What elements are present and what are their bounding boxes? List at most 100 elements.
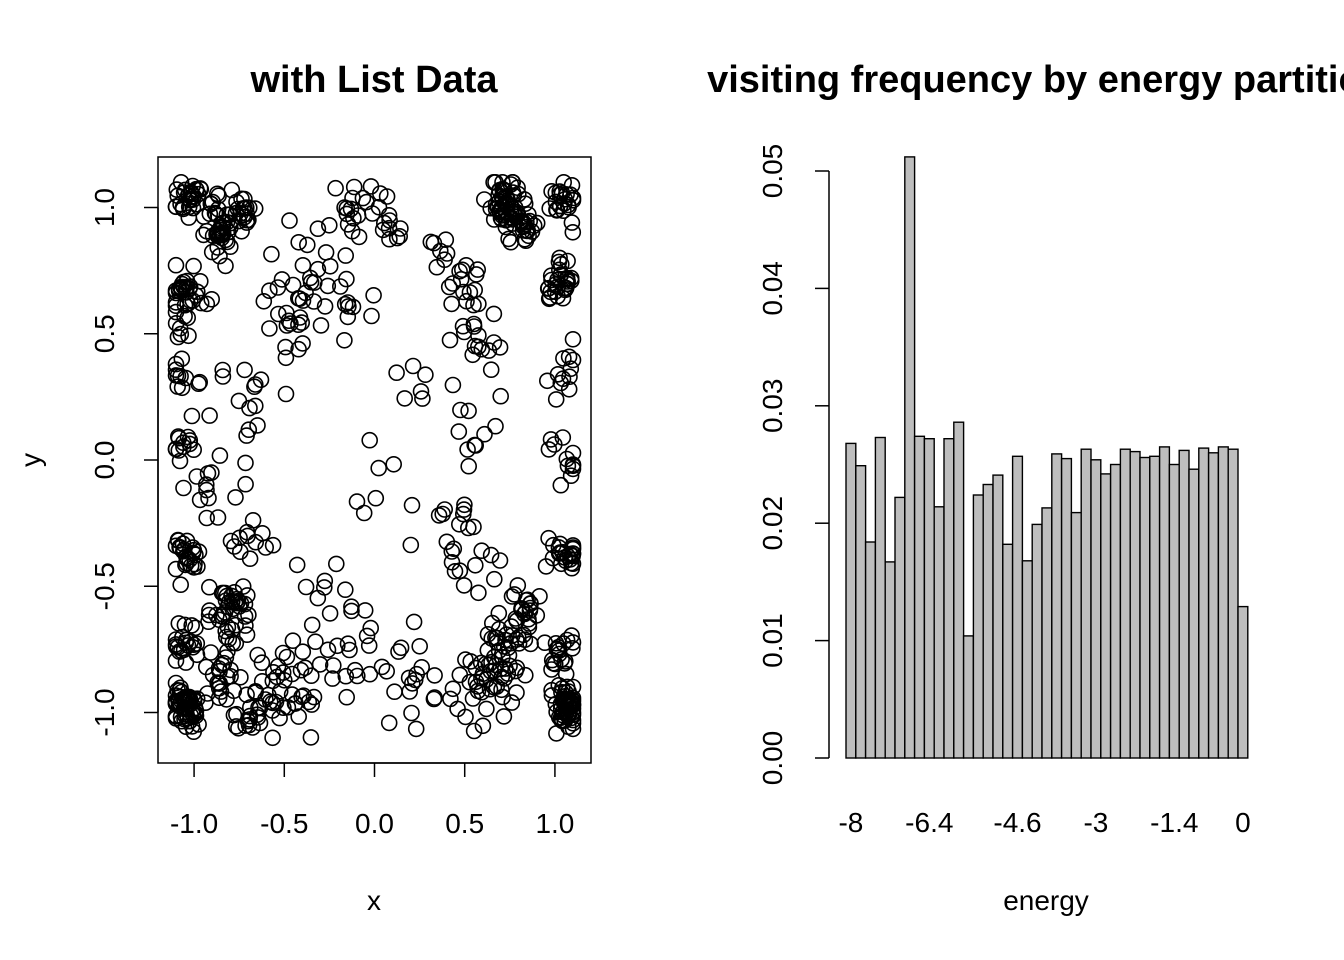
- scatter-point: [344, 298, 362, 316]
- bar-y-tick-label: 0.05: [757, 144, 788, 199]
- scatter-point: [385, 455, 403, 473]
- bar-y-tick-label: 0.00: [757, 731, 788, 786]
- scatter-point: [438, 533, 456, 551]
- scatter-point: [287, 695, 304, 712]
- scatter-point: [403, 496, 421, 514]
- scatter-point: [513, 600, 530, 617]
- scatter-point: [504, 174, 521, 191]
- scatter-point: [277, 338, 294, 356]
- scatter-point: [237, 717, 254, 734]
- scatter-point: [315, 579, 333, 596]
- scatter-point: [217, 257, 234, 275]
- scatter-point: [317, 244, 335, 261]
- scatter-point: [214, 218, 232, 236]
- scatter-point: [444, 680, 462, 698]
- scatter-point: [392, 220, 409, 237]
- scatter-point: [451, 562, 469, 580]
- scatter-point: [178, 532, 196, 550]
- scatter-point: [238, 686, 255, 704]
- scatter-point: [249, 709, 267, 726]
- scatter-point: [558, 450, 576, 468]
- scatter-point: [443, 543, 461, 560]
- scatter-point: [470, 327, 487, 344]
- bar: [1002, 543, 1014, 759]
- scatter-point: [554, 543, 571, 561]
- scatter-point: [350, 228, 368, 246]
- scatter-point: [225, 706, 243, 724]
- scatter-point: [444, 275, 462, 292]
- scatter-point: [512, 214, 530, 231]
- scatter-point: [175, 273, 192, 291]
- scatter-point: [482, 361, 500, 379]
- scatter-point: [502, 634, 520, 652]
- scatter-point: [178, 688, 195, 706]
- scatter-point: [341, 641, 358, 659]
- scatter-point: [191, 373, 208, 391]
- bar-y-tick-label: 0.04: [757, 261, 788, 316]
- scatter-point: [214, 361, 231, 379]
- scatter-point: [430, 507, 448, 524]
- scatter-point: [210, 689, 228, 707]
- scatter-point: [505, 187, 523, 204]
- scatter-point: [321, 605, 339, 622]
- scatter-point: [327, 555, 345, 573]
- scatter-point: [218, 628, 235, 646]
- scatter-point: [263, 245, 280, 263]
- scatter-point: [312, 317, 330, 334]
- scatter-point: [309, 589, 327, 607]
- bar: [874, 436, 886, 759]
- scatter-point: [255, 292, 273, 310]
- scatter-point: [316, 572, 334, 590]
- bar: [992, 474, 1004, 759]
- scatter-point: [173, 712, 190, 730]
- scatter-point: [170, 429, 188, 447]
- bar: [1090, 459, 1102, 759]
- bar-x-tick-label: -8: [838, 807, 863, 838]
- scatter-point: [380, 219, 398, 237]
- bar: [1227, 448, 1239, 759]
- scatter-point: [425, 234, 443, 252]
- scatter-point: [328, 637, 346, 655]
- scatter-point: [282, 315, 299, 332]
- scatter-point: [561, 368, 578, 386]
- scatter-point: [337, 667, 355, 685]
- scatter-point: [309, 220, 327, 237]
- scatter-panel: with List Data -1.0 -0.5 0.0 0.5 1.0 -1.0 -0.…: [15, 59, 592, 916]
- scatter-point: [381, 230, 398, 248]
- scatter-y-tick-label: 0.5: [89, 314, 120, 353]
- scatter-point: [473, 542, 491, 560]
- scatter-point: [279, 698, 297, 716]
- scatter-point: [238, 626, 256, 644]
- scatter-point: [465, 722, 483, 740]
- scatter-point: [215, 606, 232, 623]
- bar: [953, 421, 965, 759]
- scatter-point: [414, 390, 431, 407]
- scatter-point: [460, 402, 477, 420]
- scatter-point: [370, 198, 388, 216]
- scatter-point: [541, 200, 559, 217]
- scatter-y-tick-label: -1.0: [89, 688, 120, 736]
- scatter-point: [185, 441, 202, 459]
- scatter-point: [425, 690, 443, 708]
- scatter-point: [190, 375, 207, 393]
- scatter-point: [461, 284, 479, 301]
- scatter-point: [324, 657, 342, 674]
- bar: [1021, 560, 1033, 759]
- scatter-point: [454, 505, 472, 523]
- scatter-point: [278, 317, 296, 334]
- scatter-point: [462, 653, 480, 670]
- scatter-point: [564, 545, 582, 563]
- scatter-point: [227, 616, 244, 634]
- scatter-point: [540, 441, 558, 458]
- scatter-point: [548, 201, 565, 218]
- scatter-point: [378, 188, 396, 205]
- scatter-point: [201, 205, 219, 223]
- scatter-point: [167, 256, 185, 274]
- scatter-point: [187, 705, 204, 723]
- scatter-point: [174, 628, 191, 646]
- scatter-point: [274, 644, 292, 662]
- scatter-point: [284, 632, 302, 650]
- scatter-point: [170, 532, 187, 549]
- scatter-point: [396, 390, 414, 407]
- scatter-point: [331, 278, 349, 295]
